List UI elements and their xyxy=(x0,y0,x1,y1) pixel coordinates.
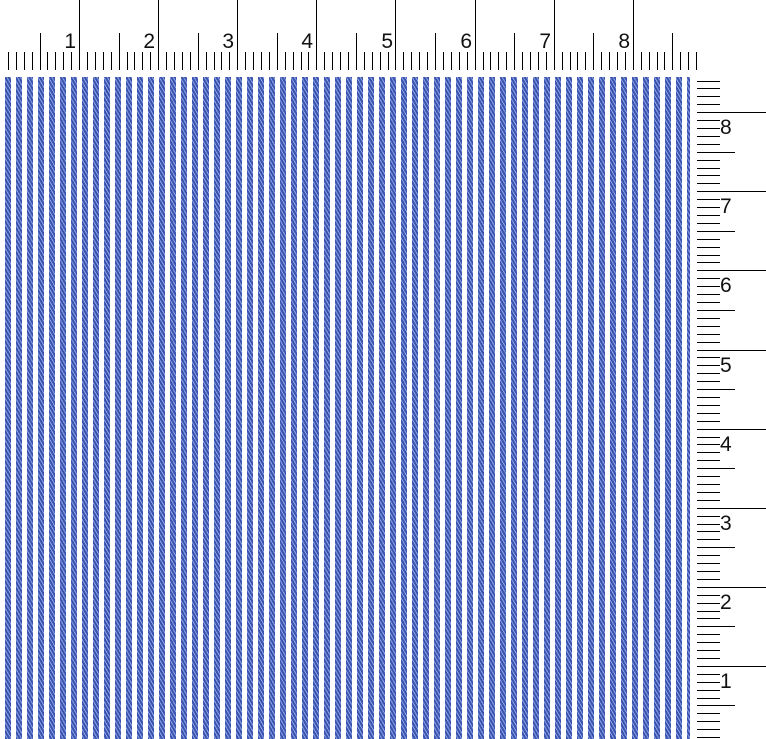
ruler-label: 7 xyxy=(539,30,551,53)
ruler-label: 3 xyxy=(720,512,732,535)
ruler-label: 5 xyxy=(720,354,732,377)
fabric-swatch-preview xyxy=(5,77,690,739)
ruler-label: 4 xyxy=(720,433,732,456)
ruler-label: 5 xyxy=(381,30,393,53)
ruler-label: 3 xyxy=(222,30,234,53)
ruler-label: 6 xyxy=(720,274,732,297)
ruler-label: 1 xyxy=(720,670,732,693)
top-ruler: 1 2 3 4 5 6 7 8 xyxy=(8,0,697,70)
ruler-label: 2 xyxy=(143,30,155,53)
ruler-label: 8 xyxy=(720,116,732,139)
ruler-label: 7 xyxy=(720,195,732,218)
ruler-label: 2 xyxy=(720,591,732,614)
ruler-label: 8 xyxy=(618,30,630,53)
right-ruler: 8 7 6 5 4 3 2 1 xyxy=(697,81,766,738)
ruler-label: 6 xyxy=(460,30,472,53)
ruler-label: 4 xyxy=(301,30,313,53)
ruler-label: 1 xyxy=(64,30,76,53)
